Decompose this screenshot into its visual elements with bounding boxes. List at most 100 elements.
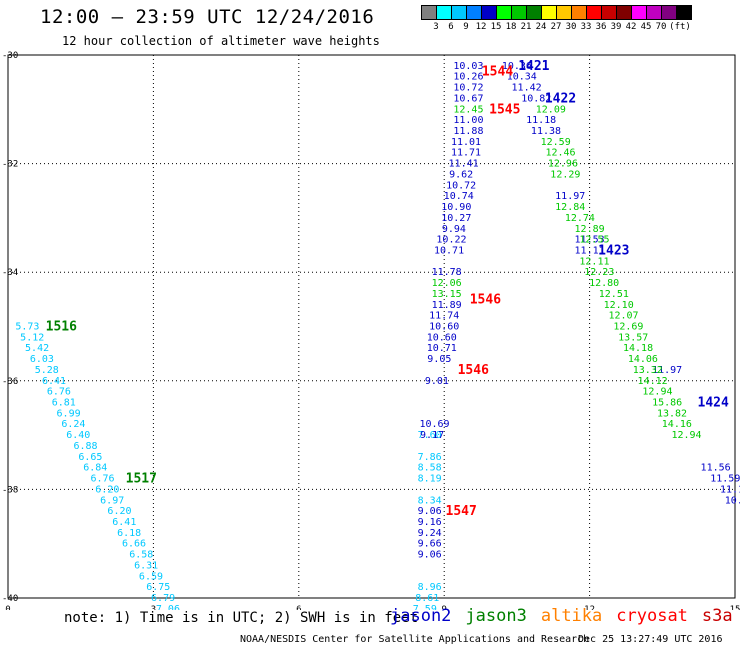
swh-value: 9.06 xyxy=(418,506,442,517)
swh-value: 10.27 xyxy=(441,213,471,224)
swh-value: 5.73 xyxy=(15,322,39,333)
lat-tick-label: -40 xyxy=(2,594,18,604)
swh-value: 6.99 xyxy=(57,408,81,419)
swh-value: 6.65 xyxy=(78,452,102,463)
swh-value: 10.67 xyxy=(453,93,483,104)
swh-value: 11.56 xyxy=(701,463,731,474)
swh-value: 6.41 xyxy=(42,376,66,387)
pass-number-label: 1516 xyxy=(46,320,77,335)
swh-value: 12.84 xyxy=(555,202,585,213)
swh-value: 10.74 xyxy=(444,191,474,202)
swh-value: 9.06 xyxy=(418,550,442,561)
swh-value: 10.71 xyxy=(427,343,457,354)
legend-tick-label: 15 xyxy=(490,22,502,32)
swh-value: 9.66 xyxy=(418,539,442,550)
swh-value: 6.76 xyxy=(47,387,71,398)
swh-value: 8.61 xyxy=(415,593,439,604)
swh-value: 5.42 xyxy=(25,343,49,354)
legend-tick-label: 45 xyxy=(640,22,652,32)
swh-value: 7.06 xyxy=(156,604,180,610)
swh-value: 12.09 xyxy=(536,104,566,115)
swh-value: 13.15 xyxy=(432,289,462,300)
swh-value: 6.88 xyxy=(73,441,97,452)
swh-value: 6.20 xyxy=(107,506,131,517)
swh-value: 13.57 xyxy=(618,332,648,343)
swh-value: 12.29 xyxy=(550,169,580,180)
swh-value: 13.82 xyxy=(657,408,687,419)
swh-value: 9.17 xyxy=(420,430,444,441)
pass-number-label: 1544 xyxy=(482,64,513,79)
swh-value: 9.05 xyxy=(427,354,451,365)
swh-value: 9.01 xyxy=(425,376,449,387)
pass-number-label: 1546 xyxy=(470,292,501,307)
legend-tick-label: (ft) xyxy=(669,22,691,32)
legend-tick-label: 12 xyxy=(475,22,487,32)
legend-tick-label: 6 xyxy=(448,22,454,32)
legend-tick-label: 33 xyxy=(580,22,592,32)
swh-value: 10.60 xyxy=(427,332,457,343)
swh-value: 11.42 xyxy=(512,83,542,94)
swh-value: 12.23 xyxy=(584,267,614,278)
satellite-name-jason3: jason3 xyxy=(465,606,527,626)
swh-value: 6.20 xyxy=(95,484,119,495)
swh-value: 12.80 xyxy=(589,278,619,289)
swh-value: 14.06 xyxy=(628,354,658,365)
satellite-legend: jason2 jason3 altika cryosat s3a xyxy=(390,606,740,626)
legend-tick-label: 70 xyxy=(655,22,667,32)
lon-tick-label: 9 xyxy=(441,605,446,610)
map-frame xyxy=(7,54,736,599)
legend-tick-label: 42 xyxy=(625,22,637,32)
swh-value: 9.62 xyxy=(449,169,473,180)
swh-value: 8.34 xyxy=(418,495,442,506)
legend-swatches xyxy=(421,5,692,20)
footer-note: note: 1) Time is in UTC; 2) SWH is in fe… xyxy=(64,610,419,626)
legend-ticks: 3 6 9 12 15 18 21 24 27 30 33 36 39 42 45 70 (ft) xyxy=(421,20,691,34)
swh-value: 6.41 xyxy=(112,517,136,528)
legend-tick-label: 24 xyxy=(535,22,547,32)
lon-tick-label: 6 xyxy=(296,605,301,610)
swh-value: 11.71 xyxy=(451,148,481,159)
swh-value: 12.55 xyxy=(579,235,609,246)
swh-value: 11.59 xyxy=(710,474,740,485)
swh-value: 6.84 xyxy=(83,463,107,474)
swh-value: 6.66 xyxy=(122,539,146,550)
pass-number-label: 1517 xyxy=(126,472,157,487)
legend-tick-label: 21 xyxy=(520,22,532,32)
swh-value: 12.94 xyxy=(671,430,701,441)
lat-tick-label: -30 xyxy=(2,51,18,61)
swh-value: 7.86 xyxy=(418,452,442,463)
swh-value: 12.45 xyxy=(453,104,483,115)
swh-value: 11.74 xyxy=(429,311,459,322)
satellite-name-cryosat: cryosat xyxy=(616,606,688,626)
swh-value: 6.59 xyxy=(139,571,163,582)
swh-value: 14.18 xyxy=(623,343,653,354)
lon-tick-label: 15 xyxy=(730,605,740,610)
page-title: 12:00 – 23:59 UTC 12/24/2016 xyxy=(40,6,375,28)
swh-value: 12.59 xyxy=(541,137,571,148)
swh-value: 6.03 xyxy=(30,354,54,365)
swh-value: 6.31 xyxy=(134,560,158,571)
swh-value: 14.12 xyxy=(638,376,668,387)
swh-value: 10.22 xyxy=(436,235,466,246)
swh-value: 12.11 xyxy=(579,256,609,267)
lon-tick-label: 0 xyxy=(5,605,10,610)
swh-value: 11.97 xyxy=(555,191,585,202)
lat-tick-label: -38 xyxy=(2,485,18,495)
swh-value: 11.18 xyxy=(526,115,556,126)
swh-value: 10.90 xyxy=(441,202,471,213)
lat-tick-label: -36 xyxy=(2,377,18,387)
swh-value: 5.12 xyxy=(20,332,44,343)
satellite-name-jason2: jason2 xyxy=(390,606,452,626)
swh-value: 11.88 xyxy=(453,126,483,137)
swh-value: 12.10 xyxy=(604,300,634,311)
swh-value: 10.72 xyxy=(453,83,483,94)
swh-value: 10.69 xyxy=(419,419,449,430)
footer-credit: NOAA/NESDIS Center for Satellite Applica… xyxy=(240,634,590,645)
swh-value: 6.24 xyxy=(61,419,85,430)
pass-number-label: 1546 xyxy=(458,363,489,378)
swh-value: 12.96 xyxy=(548,159,578,170)
swh-value: 10.72 xyxy=(446,180,476,191)
pass-number-label: 1545 xyxy=(489,102,520,117)
swh-value: 6.79 xyxy=(151,593,175,604)
swh-value: 12.94 xyxy=(642,387,672,398)
